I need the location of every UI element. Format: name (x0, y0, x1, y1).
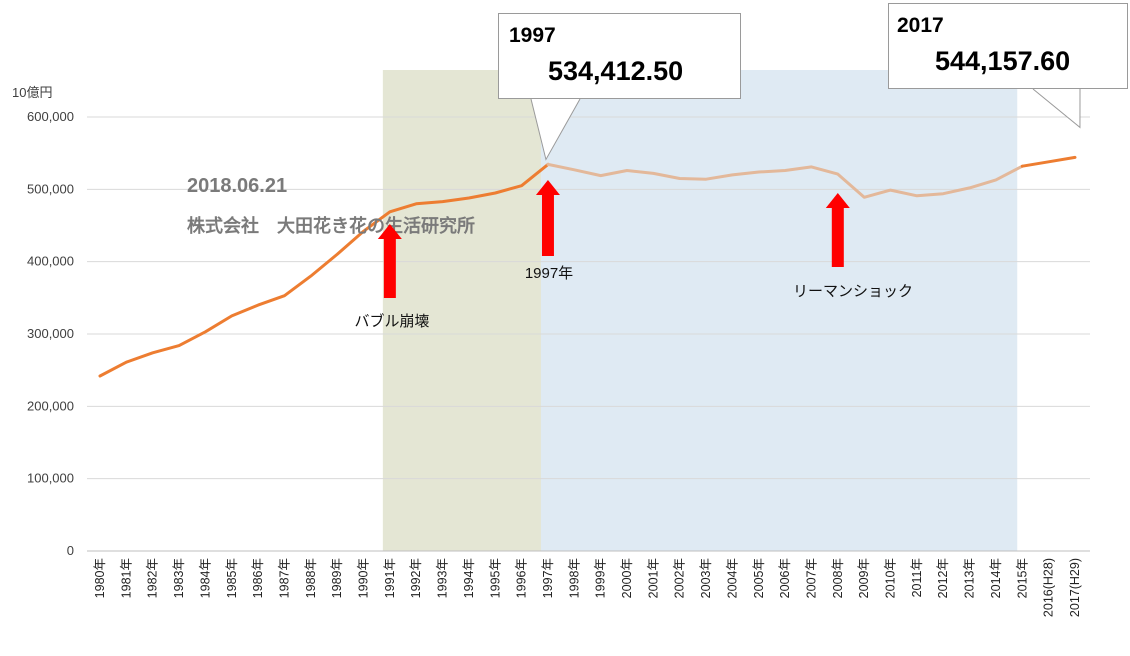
watermark-date: 2018.06.21 (187, 175, 287, 197)
series-line-segment-mid (546, 162, 1024, 199)
arrow-head-icon (377, 224, 402, 239)
x-tick-label: 1992年 (409, 558, 423, 598)
callout-1997-value: 534,412.50 (548, 56, 684, 86)
arrow-head-icon (825, 193, 850, 208)
series-line-segment-late (1020, 155, 1077, 168)
x-tick-label: 1983年 (172, 558, 186, 598)
callout-1997-tail (530, 98, 581, 161)
series-line-segment-early (98, 162, 550, 378)
x-tick-label: 2016(H28) (1042, 558, 1056, 617)
shaded-region-2 (540, 70, 1018, 551)
x-tick-label: 1987年 (277, 558, 291, 598)
x-tick-label: 1995年 (488, 558, 502, 598)
x-tick-label: 2011年 (910, 558, 924, 597)
y-tick-label: 400,000 (27, 254, 74, 269)
y-tick-label: 600,000 (27, 109, 74, 124)
x-tick-label: 2009年 (857, 558, 871, 598)
shaded-region-1 (382, 70, 548, 551)
x-tick-label: 2017(H29) (1068, 558, 1082, 617)
x-tick-label: 1985年 (225, 558, 239, 598)
annotation-label: リーマンショック (793, 283, 913, 300)
shaded-regions (382, 70, 1018, 551)
x-tick-label: 1982年 (146, 558, 160, 598)
callout-tails (530, 88, 1081, 161)
x-tick-label: 2002年 (673, 558, 687, 598)
y-axis-unit-label: 10億円 (12, 85, 52, 100)
annotation-label: バブル崩壊 (354, 312, 429, 330)
x-tick-label: 1994年 (462, 558, 476, 598)
x-tick-label: 1986年 (251, 558, 265, 598)
y-tick-label: 0 (67, 543, 74, 558)
x-tick-label: 1990年 (357, 558, 371, 598)
x-tick-label: 2012年 (936, 558, 950, 598)
callout-1997: 1997 534,412.50 (498, 13, 741, 99)
x-tick-label: 1981年 (119, 558, 133, 598)
x-tick-label: 1999年 (594, 558, 608, 598)
x-tick-label: 1998年 (567, 558, 581, 598)
x-tick-label: 2010年 (884, 558, 898, 598)
y-tick-label: 100,000 (27, 471, 74, 486)
x-tick-label: 2015年 (1015, 558, 1029, 598)
x-tick-label: 2000年 (620, 558, 634, 598)
y-tick-label: 200,000 (27, 398, 74, 413)
arrow-shaft (541, 193, 554, 256)
x-tick-label: 2001年 (646, 558, 660, 598)
x-tick-label: 1993年 (436, 558, 450, 598)
gridlines (87, 116, 1090, 552)
arrow-head-icon (535, 180, 560, 195)
arrow-shaft (383, 237, 396, 298)
x-tick-label: 1989年 (330, 558, 344, 598)
series-line (98, 155, 1077, 378)
annotation-label: 1997年 (525, 265, 573, 282)
x-tick-label: 1984年 (198, 558, 212, 598)
y-axis-ticks: 0 100,000 200,000 300,000 400,000 500,000 600,… (27, 109, 74, 558)
x-tick-label: 1988年 (304, 558, 318, 598)
x-tick-label: 2013年 (963, 558, 977, 598)
watermark-organization: 株式会社 大田花き花の生活研究所 (187, 215, 475, 236)
x-tick-label: 2004年 (725, 558, 739, 598)
callout-2017: 2017 544,157.60 (888, 3, 1128, 89)
x-axis-ticks: 1980年 1981年 1982年 1983年 1984年 1985年 1986年 1987年… (93, 558, 1082, 617)
callout-2017-value: 544,157.60 (935, 46, 1071, 76)
y-tick-label: 300,000 (27, 326, 74, 341)
x-tick-label: 1991年 (383, 558, 397, 598)
callout-2017-tail (1032, 88, 1081, 129)
x-tick-label: 2005年 (752, 558, 766, 598)
callout-1997-year: 1997 (509, 24, 556, 47)
x-tick-label: 2014年 (989, 558, 1003, 598)
x-tick-label: 2007年 (804, 558, 818, 598)
arrow-shaft (831, 206, 844, 267)
x-tick-label: 2008年 (831, 558, 845, 598)
x-tick-label: 2003年 (699, 558, 713, 598)
x-tick-label: 1997年 (541, 558, 555, 598)
x-tick-label: 1980年 (93, 558, 107, 598)
x-tick-label: 2006年 (778, 558, 792, 598)
callout-2017-year: 2017 (897, 14, 944, 37)
y-tick-label: 500,000 (27, 181, 74, 196)
x-tick-label: 1996年 (515, 558, 529, 598)
